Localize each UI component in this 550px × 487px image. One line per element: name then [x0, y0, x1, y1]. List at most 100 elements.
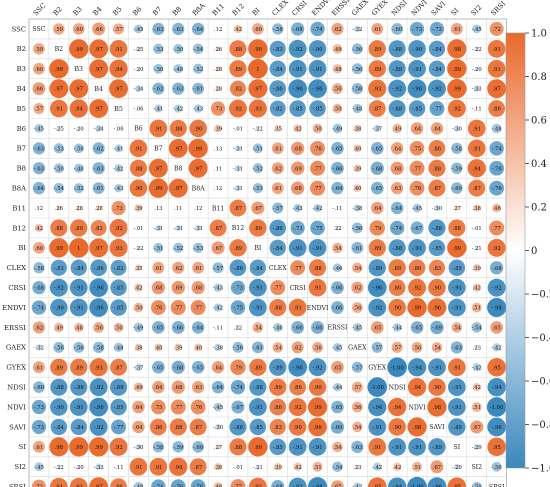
correlation-value: -.88	[54, 385, 64, 391]
correlation-value: -.30	[213, 425, 223, 431]
correlation-value: -.85	[452, 266, 462, 272]
correlation-circle	[134, 363, 143, 371]
correlation-value: -.45	[412, 206, 422, 212]
correlation-circle	[313, 203, 322, 213]
correlation-circle	[32, 162, 46, 175]
correlation-value: .77	[313, 166, 321, 172]
correlation-value: -.31	[233, 186, 243, 192]
correlation-value: -.65	[153, 365, 163, 371]
correlation-value: .97	[75, 87, 83, 93]
correlation-circle	[54, 322, 64, 333]
correlation-circle	[74, 163, 84, 173]
correlation-value: .40	[154, 345, 162, 351]
correlation-circle	[392, 323, 402, 332]
correlation-circle	[335, 225, 340, 231]
correlation-circle	[391, 23, 404, 35]
heatmap-cells: .59 .60 .66 .57 -.45 -.63 -.63 -.64 .12 .42 .60 -.5…	[31, 21, 507, 487]
correlation-circle	[49, 59, 69, 79]
correlation-circle	[330, 420, 345, 434]
correlation-value: .60	[35, 67, 43, 73]
row-label: B2	[17, 45, 26, 53]
correlation-value: .90	[313, 385, 321, 391]
correlation-circle	[193, 104, 203, 113]
correlation-circle	[213, 482, 223, 487]
correlation-circle	[408, 259, 426, 277]
correlation-circle	[236, 465, 239, 468]
correlation-value: .79	[373, 226, 381, 232]
correlation-circle	[192, 43, 204, 55]
correlation-circle	[336, 206, 339, 210]
correlation-value: -.84	[253, 266, 264, 272]
correlation-circle	[471, 402, 482, 413]
correlation-value: -.88	[392, 246, 402, 252]
correlation-value: -.89	[432, 445, 442, 451]
correlation-circle	[173, 242, 184, 253]
correlation-value: -.63	[153, 27, 163, 33]
correlation-value: .92	[234, 107, 242, 113]
correlation-value: .91	[493, 47, 501, 53]
correlation-circle	[450, 23, 463, 35]
correlation-circle	[409, 180, 425, 196]
correlation-value: .77	[313, 186, 321, 192]
correlation-circle	[312, 341, 324, 353]
correlation-circle	[70, 418, 87, 436]
correlation-circle	[310, 140, 325, 156]
correlation-circle	[188, 158, 208, 178]
correlation-value: .87	[214, 226, 222, 232]
correlation-value: -.25	[54, 126, 64, 132]
correlation-value: -.57	[372, 345, 382, 351]
correlation-value: .64	[433, 126, 442, 132]
correlation-value: .79	[234, 365, 242, 371]
correlation-value: -.58	[273, 27, 283, 33]
colorbar-tick-label: −0.6	[531, 377, 550, 388]
correlation-value: .89	[373, 47, 381, 53]
correlation-value: -.74	[392, 226, 403, 232]
diagonal-label: B2	[55, 46, 64, 53]
correlation-circle	[333, 382, 342, 392]
correlation-circle	[189, 458, 207, 476]
correlation-circle	[174, 104, 183, 113]
correlation-circle	[331, 142, 344, 155]
correlation-circle	[390, 142, 404, 155]
correlation-value: -.91	[392, 445, 402, 451]
correlation-circle	[332, 461, 343, 473]
correlation-value: -.11	[114, 465, 124, 471]
correlation-value: -.68	[372, 166, 382, 172]
correlation-value: -.82	[273, 107, 283, 113]
correlation-value: -.22	[133, 246, 143, 252]
correlation-value: .66	[95, 27, 103, 33]
correlation-circle	[409, 141, 425, 156]
correlation-circle	[407, 358, 427, 377]
correlation-value: -.63	[452, 345, 462, 351]
correlation-value: .12	[214, 27, 222, 33]
correlation-value: .54	[333, 246, 342, 252]
correlation-circle	[487, 417, 507, 437]
correlation-value: .60	[35, 246, 43, 252]
correlation-circle	[192, 440, 205, 453]
diagonal-label: ENDVI	[307, 305, 329, 312]
correlation-circle	[332, 64, 343, 74]
correlation-value: -.63	[94, 166, 104, 172]
correlation-value: .69	[174, 286, 182, 292]
column-label: B3	[72, 5, 84, 17]
correlation-value: .68	[194, 286, 202, 292]
correlation-circle	[189, 418, 207, 436]
correlation-circle	[428, 219, 446, 237]
correlation-circle	[269, 298, 287, 317]
column-label: B11	[211, 2, 226, 17]
correlation-circle	[56, 126, 62, 131]
correlation-value: -.91	[313, 445, 323, 451]
correlation-circle	[229, 418, 247, 436]
correlation-value: .51	[413, 465, 421, 471]
correlation-value: -.77	[432, 107, 442, 113]
correlation-value: -.92	[313, 365, 323, 371]
correlation-circle	[155, 224, 162, 231]
correlation-circle	[308, 238, 327, 257]
correlation-circle	[288, 59, 307, 78]
correlation-circle	[351, 302, 363, 314]
row-label: SAVI	[9, 423, 26, 431]
correlation-value: -.58	[94, 345, 104, 351]
correlation-value: .90	[393, 425, 401, 431]
correlation-circle	[192, 261, 205, 274]
correlation-circle	[49, 477, 68, 487]
